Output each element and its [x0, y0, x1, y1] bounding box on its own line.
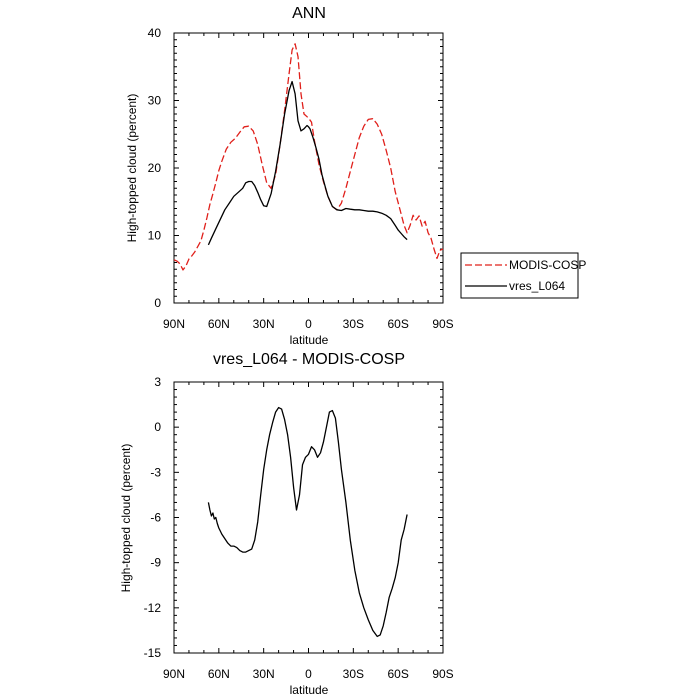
x-tick-label: 60N	[208, 667, 230, 681]
bottom-panel: vres_L064 - MODIS-COSP 3 0 -3 -6 -9 -12 -15 90…	[119, 351, 454, 697]
top-chart-title: ANN	[292, 5, 326, 22]
bottom-y-axis-label: High-topped cloud (percent)	[119, 444, 133, 593]
x-tick-label: 90N	[163, 667, 185, 681]
top-plot-frame	[173, 32, 444, 304]
bottom-y-tick-labels: 3 0 -3 -6 -9 -12 -15	[144, 375, 162, 660]
x-tick-label: 90N	[163, 317, 185, 331]
y-tick-label: 20	[148, 161, 162, 175]
top-x-axis-label: latitude	[290, 333, 329, 347]
bottom-x-tick-labels: 90N 60N 30N 0 30S 60S 90S	[163, 667, 454, 681]
y-tick-label: 0	[154, 296, 161, 310]
y-tick-label: -3	[150, 465, 161, 479]
x-tick-label: 30S	[343, 667, 364, 681]
bottom-series-lines	[207, 406, 408, 638]
legend-label-modis: MODIS-COSP	[509, 258, 586, 272]
top-ticks	[173, 32, 444, 304]
y-tick-label: -6	[150, 511, 161, 525]
x-tick-label: 60S	[387, 317, 408, 331]
x-tick-label: 90S	[432, 317, 453, 331]
y-tick-label: 3	[154, 375, 161, 389]
y-tick-label: -15	[144, 646, 162, 660]
series-line-vres-l064-modis-cosp	[207, 406, 408, 638]
bottom-chart-title: vres_L064 - MODIS-COSP	[213, 351, 405, 368]
legend: MODIS-COSP vres_L064	[460, 252, 586, 299]
x-tick-label: 0	[305, 667, 312, 681]
x-tick-label: 90S	[432, 667, 453, 681]
y-tick-label: 0	[154, 420, 161, 434]
top-y-tick-labels: 0 10 20 30 40	[148, 26, 162, 310]
x-tick-label: 30S	[343, 317, 364, 331]
top-panel: ANN 0 10 20 30 40 90N 60N 30N 0 30S 60S 90S latitu…	[125, 5, 454, 347]
y-tick-label: 10	[148, 229, 162, 243]
bottom-x-axis-label: latitude	[290, 683, 329, 697]
x-tick-label: 30N	[253, 667, 275, 681]
y-tick-label: 40	[148, 26, 162, 40]
bottom-ticks	[173, 381, 444, 654]
top-series-lines	[173, 43, 444, 271]
y-tick-label: -9	[150, 556, 161, 570]
series-line-modis-cosp	[173, 43, 444, 271]
top-x-tick-labels: 90N 60N 30N 0 30S 60S 90S	[163, 317, 454, 331]
x-tick-label: 0	[305, 317, 312, 331]
x-tick-label: 30N	[253, 317, 275, 331]
legend-label-model: vres_L064	[509, 279, 565, 293]
legend-box	[460, 252, 579, 299]
x-tick-label: 60N	[208, 317, 230, 331]
y-tick-label: -12	[144, 601, 162, 615]
x-tick-label: 60S	[387, 667, 408, 681]
y-tick-label: 30	[148, 94, 162, 108]
top-y-axis-label: High-topped cloud (percent)	[125, 94, 139, 243]
series-line-vres-l064	[207, 80, 408, 246]
